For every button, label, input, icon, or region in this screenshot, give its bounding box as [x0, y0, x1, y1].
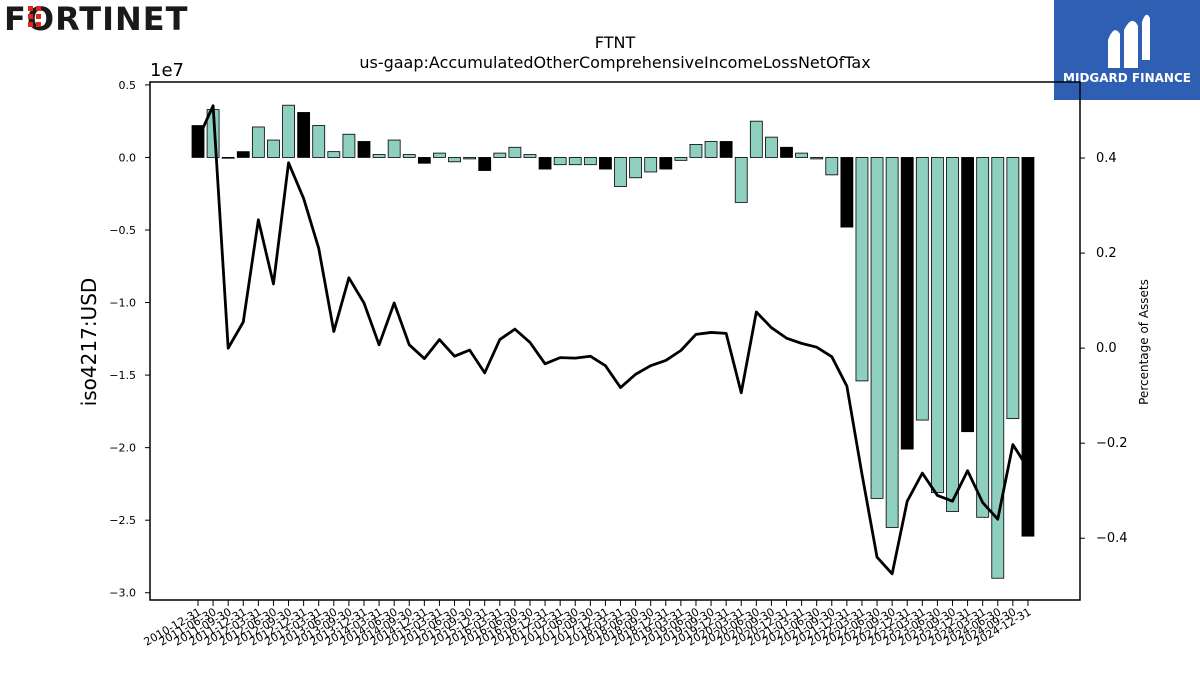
bar-2011-12-31: [236, 151, 250, 158]
y2-tick-label: 0.4: [1096, 151, 1117, 166]
chart-title: FTNT: [595, 33, 636, 52]
bar-2021-03-31: [795, 152, 808, 158]
bar-2019-06-30: [689, 143, 703, 158]
chart-subtitle: us-gaap:AccumulatedOtherComprehensiveInc…: [359, 53, 870, 72]
bar-2013-03-31: [312, 125, 326, 158]
bar-2015-03-31: [433, 152, 446, 158]
bar-2023-03-31: [915, 157, 929, 421]
midgard-finance-logo: MIDGARD FINANCE: [1054, 0, 1200, 100]
y2-axis: 0.4 0.2 0.0 −0.2 −0.4: [1080, 151, 1128, 546]
y-offset-label: 1e7: [150, 60, 184, 81]
bar-2011-09-30: [221, 157, 235, 159]
bar-2024-06-30: [991, 157, 1005, 579]
bar-2018-12-31: [659, 157, 673, 170]
bar-2019-03-31: [674, 157, 688, 161]
y-axis: 0.5 0.0 −0.5 −1.0 −1.5 −2.0 −2.5 −3.0: [109, 79, 150, 600]
bar-2016-06-30: [508, 146, 522, 158]
bar-2015-12-31: [478, 157, 492, 171]
bar-2017-12-31: [599, 157, 612, 170]
bar-2020-12-31: [780, 146, 793, 158]
bar-2017-09-30: [583, 157, 597, 166]
bar-2021-09-30: [825, 157, 839, 176]
bar-2020-06-30: [749, 120, 763, 158]
bar-2013-06-30: [327, 151, 341, 158]
y-axis-label: iso4217:USD: [77, 278, 101, 407]
bar-2022-03-31: [855, 157, 869, 382]
y-tick-label: −2.5: [109, 514, 136, 527]
bar-2017-06-30: [568, 157, 582, 166]
bar-2016-09-30: [523, 154, 537, 158]
bar-2024-03-31: [976, 157, 990, 518]
bar-2019-09-30: [704, 141, 718, 158]
bar-2021-06-30: [810, 157, 824, 160]
bar-2018-03-31: [614, 157, 627, 187]
fortinet-logo: FORTINET: [4, 0, 188, 38]
y2-tick-label: −0.2: [1096, 436, 1128, 451]
bar-2014-06-30: [387, 139, 401, 158]
bar-2023-09-30: [946, 157, 959, 512]
y-tick-label: 0.5: [119, 79, 137, 92]
x-axis: 2010-12-312011-06-302011-09-302011-12-31…: [142, 600, 1033, 649]
bar-2024-12-31: [1021, 157, 1035, 537]
y-tick-label: −1.0: [109, 297, 136, 310]
bar-2014-09-30: [402, 154, 416, 158]
bar-2018-09-30: [644, 157, 658, 173]
bar-2020-09-30: [765, 136, 778, 158]
bar-2015-09-30: [463, 157, 477, 160]
bar-2016-12-31: [538, 157, 552, 170]
bar-2013-12-31: [357, 141, 371, 158]
bar-2019-12-31: [719, 141, 733, 158]
y-tick-label: −3.0: [109, 587, 136, 600]
y2-axis-label: Percentage of Assets: [1137, 279, 1151, 405]
y-tick-label: −0.5: [109, 224, 136, 237]
svg-text:FORTINET: FORTINET: [4, 0, 188, 38]
y2-tick-label: 0.0: [1096, 341, 1117, 356]
y-tick-label: 0.0: [119, 151, 137, 164]
bar-2023-06-30: [931, 157, 944, 494]
y-tick-label: −1.5: [109, 369, 136, 382]
plot-frame: [149, 81, 1081, 601]
bar-2022-09-30: [885, 157, 899, 528]
bar-2012-12-31: [297, 112, 311, 158]
bar-2024-09-30: [1006, 157, 1020, 420]
bar-2013-09-30: [342, 133, 356, 158]
bar-2020-03-31: [734, 157, 748, 203]
bar-2015-06-30: [448, 157, 461, 163]
percentage-line: [196, 104, 1030, 576]
bar-2016-03-31: [493, 152, 507, 158]
bar-2022-06-30: [870, 157, 884, 499]
bar-2023-12-31: [961, 157, 974, 433]
bar-2012-03-31: [251, 126, 265, 158]
bar-2012-09-30: [282, 104, 295, 158]
bar-2012-06-30: [267, 139, 280, 158]
bar-2014-03-31: [372, 154, 386, 158]
bar-2017-03-31: [553, 157, 567, 166]
y2-tick-label: −0.4: [1096, 531, 1128, 546]
bar-series: [191, 104, 1035, 579]
bar-2022-12-31: [900, 157, 914, 450]
y-tick-label: −2.0: [109, 442, 136, 455]
line-series: [196, 104, 1030, 576]
bar-2014-12-31: [417, 157, 431, 164]
bar-2021-12-31: [840, 157, 854, 228]
bar-2018-06-30: [629, 157, 643, 179]
svg-text:MIDGARD FINANCE: MIDGARD FINANCE: [1063, 71, 1191, 85]
y2-tick-label: 0.2: [1096, 246, 1117, 261]
